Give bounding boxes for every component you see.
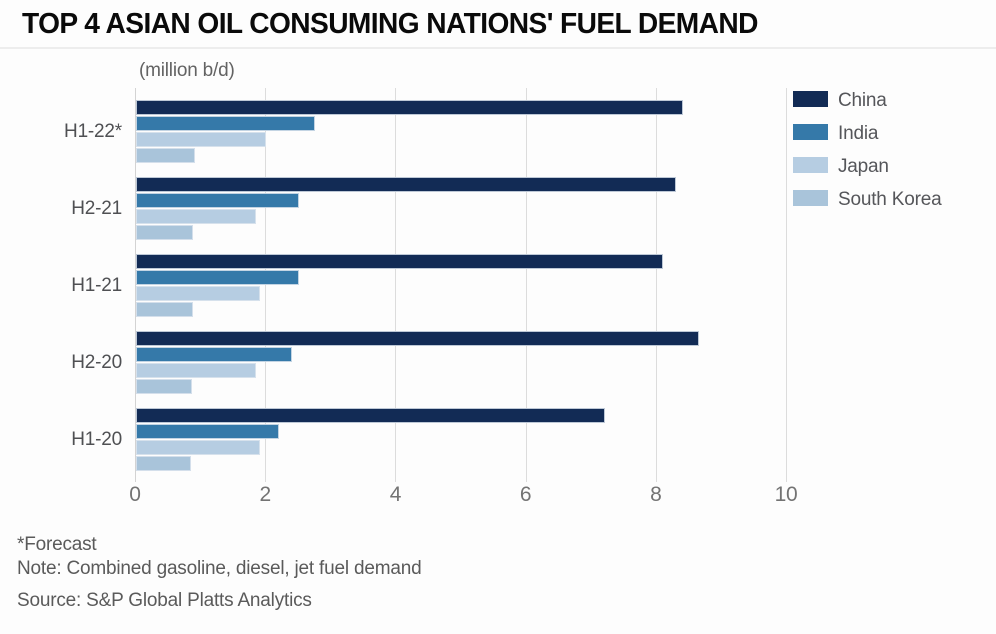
- bar-japan-h2-20: [136, 363, 257, 378]
- bar-china-h1-20: [136, 408, 605, 423]
- bar-japan-h1-22-: [136, 132, 267, 147]
- bar-south-korea-h2-20: [136, 379, 192, 394]
- row-label-h2-21: H2-21: [71, 198, 122, 219]
- legend-label-japan: Japan: [838, 156, 889, 177]
- bar-india-h2-21: [136, 193, 299, 208]
- bar-japan-h2-21: [136, 209, 257, 224]
- bar-china-h1-22-: [136, 100, 683, 115]
- legend-label-china: China: [838, 90, 887, 111]
- bar-japan-h1-21: [136, 286, 260, 301]
- x-tick-label-8: 8: [650, 483, 662, 506]
- legend-swatch-india: [793, 124, 828, 140]
- axis-zero-line: [135, 88, 136, 482]
- footnote-note: Note: Combined gasoline, diesel, jet fue…: [17, 558, 422, 579]
- row-label-h1-21: H1-21: [71, 275, 122, 296]
- row-label-h2-20: H2-20: [71, 352, 122, 373]
- legend-label-south-korea: South Korea: [838, 189, 942, 210]
- chart-title: TOP 4 ASIAN OIL CONSUMING NATIONS' FUEL …: [22, 8, 758, 40]
- x-tick-label-6: 6: [519, 483, 532, 506]
- bar-south-korea-h1-22-: [136, 148, 195, 163]
- bar-india-h1-22-: [136, 116, 315, 131]
- x-tick-label-4: 4: [389, 483, 402, 506]
- bar-india-h2-20: [136, 347, 293, 362]
- bar-china-h2-20: [136, 331, 700, 346]
- footnote-source: Source: S&P Global Platts Analytics: [17, 590, 312, 611]
- legend-swatch-japan: [793, 157, 828, 173]
- legend-swatch-china: [793, 91, 828, 107]
- legend-label-india: India: [838, 123, 879, 144]
- gridline-x-6: [525, 88, 527, 482]
- row-label-h1-20: H1-20: [71, 429, 122, 450]
- bar-india-h1-21: [136, 270, 299, 285]
- gridline-x-8: [655, 88, 657, 482]
- footnote-forecast: *Forecast: [17, 534, 97, 555]
- gridline-x-2: [265, 88, 267, 482]
- legend-swatch-south-korea: [793, 190, 828, 206]
- x-tick-label-10: 10: [774, 483, 798, 506]
- row-label-h1-22-: H1-22*: [64, 121, 122, 142]
- bar-japan-h1-20: [136, 440, 260, 455]
- gridline-x-4: [395, 88, 397, 482]
- units-label: (million b/d): [139, 60, 235, 81]
- bar-south-korea-h1-20: [136, 456, 192, 471]
- bar-china-h1-21: [136, 254, 664, 269]
- bar-south-korea-h1-21: [136, 302, 193, 317]
- bar-china-h2-21: [136, 177, 677, 192]
- bar-india-h1-20: [136, 424, 280, 439]
- x-tick-label-2: 2: [259, 483, 271, 506]
- x-tick-label-0: 0: [129, 483, 141, 506]
- title-divider: [0, 47, 996, 49]
- gridline-x-10: [786, 88, 787, 482]
- bar-south-korea-h2-21: [136, 225, 194, 240]
